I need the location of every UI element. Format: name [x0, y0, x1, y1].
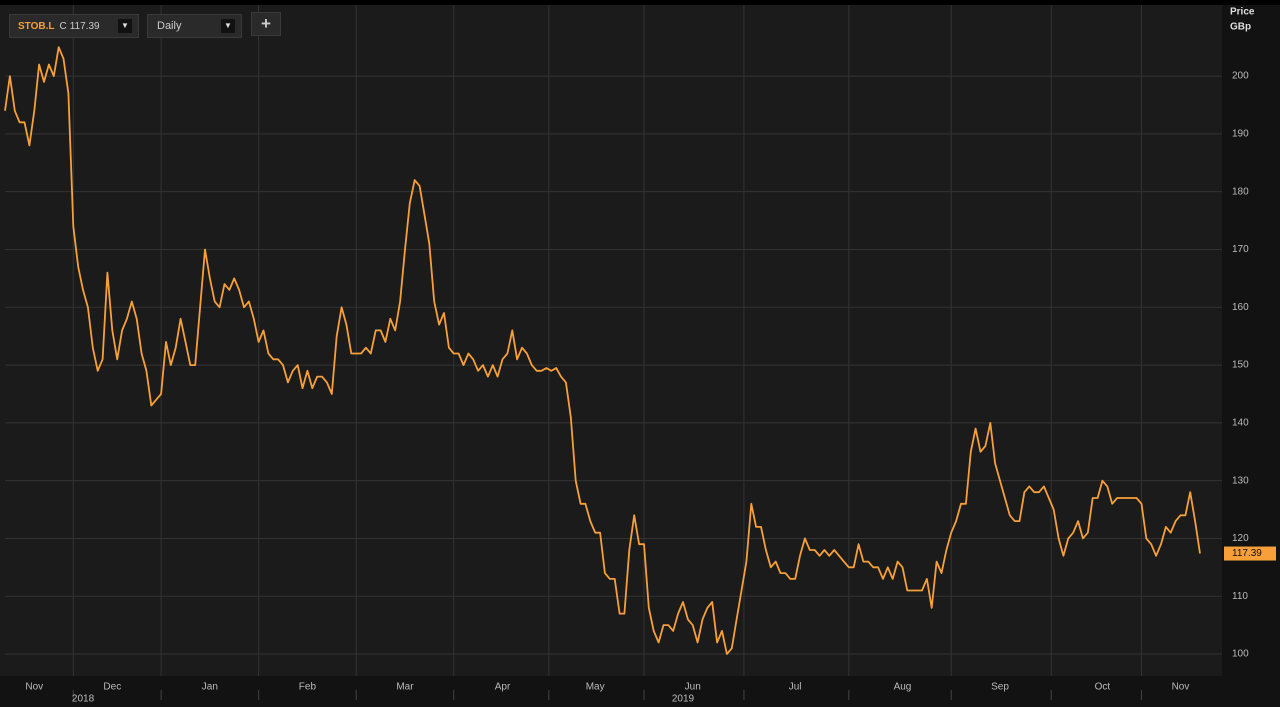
- x-tick-label: May: [586, 682, 605, 693]
- y-tick-label: 180: [1232, 186, 1249, 197]
- y-tick-label: 160: [1232, 302, 1249, 313]
- x-tick-label: Mar: [396, 682, 414, 693]
- y-tick-label: 110: [1232, 591, 1248, 602]
- y-tick-label: 200: [1232, 71, 1249, 82]
- x-tick-label: Feb: [299, 682, 317, 693]
- price-line: [4, 46, 1201, 655]
- x-tick-label: Apr: [495, 682, 511, 693]
- y-tick-label: 190: [1232, 129, 1249, 140]
- year-label: 2018: [72, 694, 95, 705]
- y-tick-label: 140: [1232, 417, 1249, 428]
- x-tick-label: Nov: [25, 682, 43, 693]
- y-tick-label: 150: [1232, 360, 1249, 371]
- symbol-selector[interactable]: STOB.L C 117.39 ▼: [9, 14, 139, 38]
- x-axis-panel: [0, 676, 1222, 707]
- add-button[interactable]: +: [251, 12, 281, 36]
- year-label: 2019: [672, 694, 695, 705]
- y-tick-label: 120: [1232, 533, 1249, 544]
- y-axis-unit: GBp: [1230, 22, 1251, 33]
- y-axis-panel: [1222, 5, 1280, 707]
- x-tick-label: Nov: [1172, 682, 1190, 693]
- close-prefix: C: [59, 20, 67, 32]
- x-tick-label: Aug: [894, 682, 912, 693]
- interval-selector[interactable]: Daily ▼: [147, 14, 242, 38]
- y-tick-label: 100: [1232, 649, 1249, 660]
- top-bar: [0, 0, 1280, 5]
- x-tick-label: Dec: [103, 682, 121, 693]
- dropdown-arrow: ▼: [221, 19, 235, 33]
- last-price-tag: [1224, 546, 1276, 561]
- last-price-label: 117.39: [1232, 548, 1262, 559]
- symbol: STOB.L: [18, 20, 55, 32]
- x-tick-label: Jan: [202, 682, 218, 693]
- x-tick-label: Jun: [685, 682, 701, 693]
- close-value: 117.39: [69, 20, 100, 32]
- y-tick-label: 130: [1232, 475, 1249, 486]
- y-axis-label: Price: [1230, 7, 1255, 18]
- interval: Daily: [157, 20, 182, 32]
- x-tick-label: Jul: [789, 682, 802, 693]
- x-tick-label: Oct: [1095, 682, 1111, 693]
- x-tick-label: Sep: [991, 682, 1009, 693]
- dropdown-arrow: ▼: [118, 19, 132, 33]
- y-tick-label: 170: [1232, 244, 1249, 255]
